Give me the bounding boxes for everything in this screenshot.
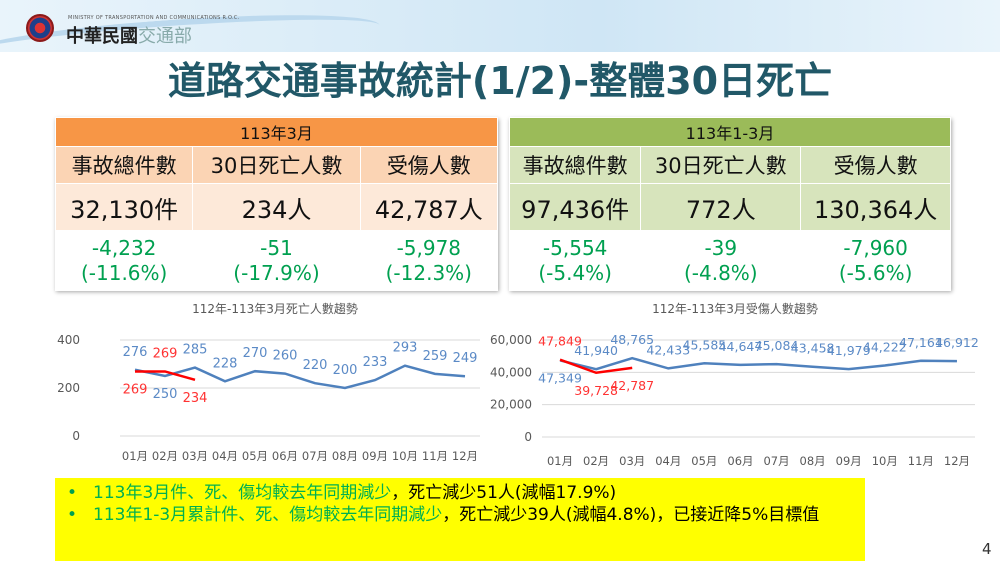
y-tick-label: 60,000 — [490, 333, 532, 347]
change-cell: -4,232 (-11.6%) — [54, 230, 194, 291]
data-label: 269 — [153, 346, 178, 361]
ministry-logo-icon — [26, 14, 54, 42]
x-tick-label: 02月 — [583, 454, 609, 468]
data-label: 47,161 — [899, 335, 943, 350]
value-cell: 130,364人 — [800, 183, 951, 231]
data-label: 46,912 — [935, 335, 979, 350]
x-tick-label: 12月 — [944, 454, 970, 468]
chart-title: 112年-113年3月死亡人數趨勢 — [192, 301, 358, 316]
y-tick-label: 0 — [72, 429, 80, 443]
data-label: 47,349 — [538, 370, 582, 385]
data-label: 293 — [393, 341, 418, 356]
x-tick-label: 08月 — [332, 449, 358, 463]
data-label: 269 — [123, 382, 148, 397]
value-cell: 42,787人 — [359, 183, 499, 231]
table-title: 113年3月 — [55, 117, 498, 147]
x-tick-label: 07月 — [763, 454, 789, 468]
data-label: 44,647 — [719, 339, 763, 354]
summary-notes: 113年3月件、死、傷均較去年同期減少，死亡減少51人(減幅17.9%) 113… — [55, 478, 865, 561]
x-tick-label: 10月 — [872, 454, 898, 468]
x-tick-label: 01月 — [122, 449, 148, 463]
y-tick-label: 200 — [57, 381, 80, 395]
change-cell: -5,978 (-12.3%) — [359, 230, 499, 291]
ministry-name-zh: 中華民國交通部 — [66, 26, 192, 47]
x-tick-label: 06月 — [272, 449, 298, 463]
series-line — [559, 356, 957, 371]
value-cell: 32,130件 — [54, 183, 194, 231]
col-header: 受傷人數 — [800, 146, 951, 184]
note-item: 113年3月件、死、傷均較去年同期減少，死亡減少51人(減幅17.9%) — [65, 482, 855, 504]
data-label: 220 — [303, 358, 328, 373]
x-tick-label: 09月 — [362, 449, 388, 463]
chart-title: 112年-113年3月受傷人數趨勢 — [652, 301, 818, 316]
ministry-name-en: MINISTRY OF TRANSPORTATION AND COMMUNICA… — [68, 15, 240, 21]
col-header: 30日死亡人數 — [192, 146, 361, 184]
deaths-trend-chart: 112年-113年3月死亡人數趨勢 0 200 400 01月 02月 03月 04月 05月 0… — [57, 301, 480, 463]
data-label: 45,084 — [755, 338, 799, 353]
data-label: 44,222 — [863, 340, 907, 355]
data-label: 228 — [213, 356, 238, 371]
x-tick-label: 06月 — [727, 454, 753, 468]
change-cell: -51 (-17.9%) — [192, 230, 361, 291]
page-title: 道路交通事故統計(1/2)-整體30日死亡 — [167, 59, 833, 103]
y-tick-label: 400 — [57, 333, 80, 347]
value-cell: 234人 — [192, 183, 361, 231]
value-cell: 97,436件 — [508, 183, 642, 231]
table-march: 113年3月 事故總件數 30日死亡人數 受傷人數 32,130件 234人 42,78… — [54, 117, 499, 291]
y-tick-label: 20,000 — [490, 398, 532, 412]
data-label: 48,765 — [610, 332, 654, 347]
col-header: 30日死亡人數 — [640, 146, 802, 184]
x-tick-label: 10月 — [392, 449, 418, 463]
col-header: 事故總件數 — [508, 146, 642, 184]
x-tick-label: 03月 — [619, 454, 645, 468]
data-label: 285 — [183, 343, 208, 358]
data-label: 249 — [453, 351, 478, 366]
table-jan-mar: 113年1-3月 事故總件數 30日死亡人數 受傷人數 97,436件 772人 130… — [508, 117, 951, 291]
data-label: 42,787 — [610, 378, 654, 393]
data-label: 276 — [123, 345, 148, 360]
data-label: 234 — [183, 391, 208, 406]
x-tick-label: 11月 — [422, 449, 448, 463]
data-label: 42,433 — [646, 342, 690, 357]
table-title: 113年1-3月 — [509, 117, 951, 147]
data-label: 41,979 — [827, 343, 871, 358]
data-label: 43,458 — [791, 341, 835, 356]
note-item: 113年1-3月累計件、死、傷均較去年同期減少，死亡減少39人(減幅4.8%)，… — [65, 504, 855, 526]
x-tick-label: 08月 — [800, 454, 826, 468]
data-label: 45,585 — [683, 337, 727, 352]
data-label: 260 — [273, 349, 298, 364]
x-tick-label: 11月 — [908, 454, 934, 468]
header-background — [0, 0, 1000, 75]
change-cell: -5,554 (-5.4%) — [508, 230, 642, 291]
data-label: 41,940 — [574, 343, 618, 358]
x-tick-label: 04月 — [655, 454, 681, 468]
data-label: 39,728 — [574, 383, 618, 398]
x-tick-label: 05月 — [691, 454, 717, 468]
data-label: 233 — [363, 355, 388, 370]
x-tick-label: 07月 — [302, 449, 328, 463]
col-header: 受傷人數 — [359, 146, 499, 184]
data-label: 250 — [153, 387, 178, 402]
x-tick-label: 02月 — [152, 449, 178, 463]
x-tick-label: 05月 — [242, 449, 268, 463]
x-tick-label: 12月 — [452, 449, 478, 463]
data-label: 259 — [423, 349, 448, 364]
x-tick-label: 03月 — [182, 449, 208, 463]
data-label: 47,849 — [538, 334, 582, 349]
series-line — [134, 364, 466, 390]
x-tick-label: 04月 — [212, 449, 238, 463]
change-cell: -39 (-4.8%) — [640, 230, 802, 291]
data-label: 200 — [333, 363, 358, 378]
injuries-trend-chart: 112年-113年3月受傷人數趨勢 0 20,000 40,000 60,000 01月 0… — [490, 301, 979, 468]
change-cell: -7,960 (-5.6%) — [800, 230, 951, 291]
col-header: 事故總件數 — [54, 146, 194, 184]
y-tick-label: 40,000 — [490, 365, 532, 379]
data-label: 270 — [243, 346, 268, 361]
page-number: 4 — [982, 540, 992, 558]
y-tick-label: 0 — [524, 430, 532, 444]
x-tick-label: 01月 — [547, 454, 573, 468]
value-cell: 772人 — [640, 183, 802, 231]
x-tick-label: 09月 — [836, 454, 862, 468]
